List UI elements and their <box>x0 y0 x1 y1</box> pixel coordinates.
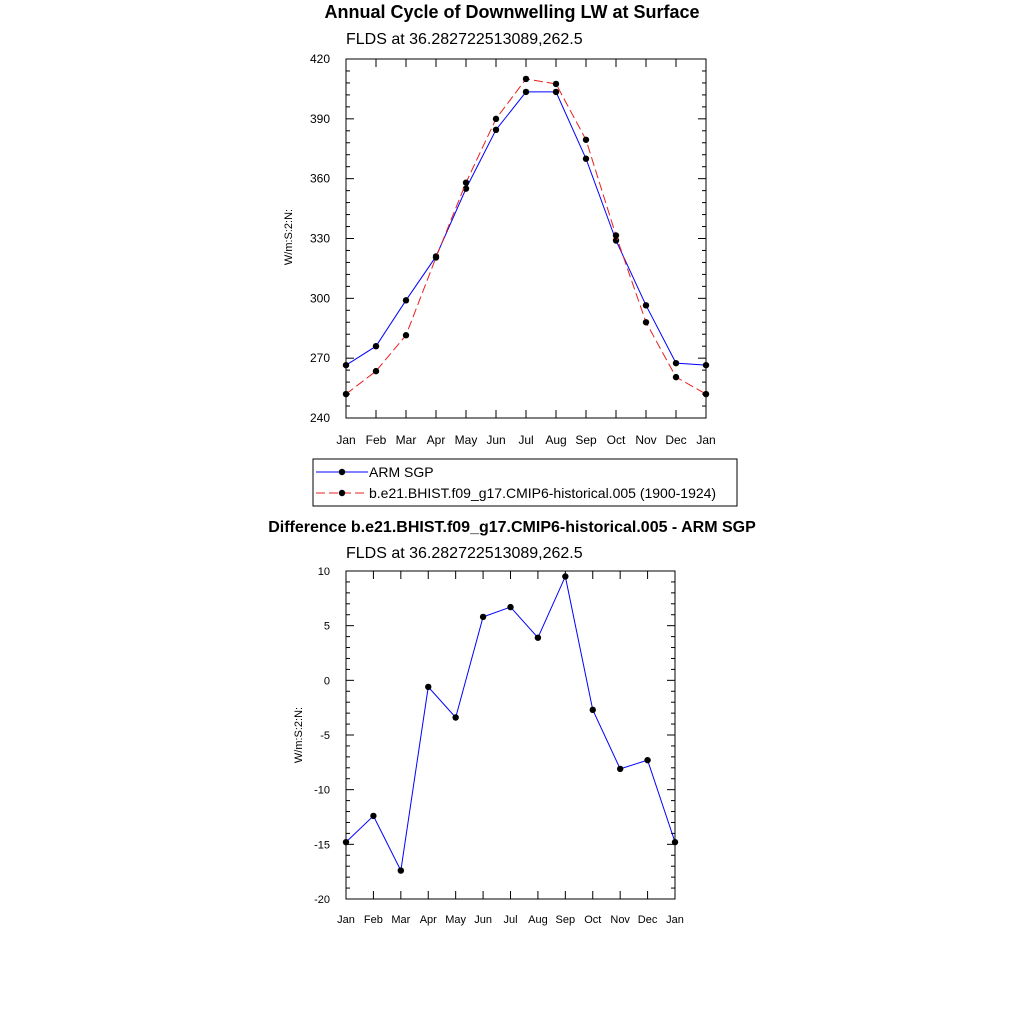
chart1-plot: 240 270 300 330 360 390 420 Jan Feb Mar Apr May Jun J… <box>310 52 716 447</box>
data-point <box>370 812 377 820</box>
x-tick-label: Feb <box>366 433 387 447</box>
y-tick-label: -15 <box>314 839 330 851</box>
data-point <box>342 390 350 398</box>
data-point <box>582 155 590 162</box>
x-tick-label: Jan <box>666 914 684 926</box>
chart1-subtitle: FLDS at 36.282722513089,262.5 <box>346 31 583 48</box>
y-tick-label: 10 <box>318 566 330 578</box>
data-point <box>671 838 679 846</box>
series-line-0 <box>345 91 707 366</box>
plot-frame <box>345 570 676 900</box>
data-point <box>702 390 710 398</box>
data-point <box>616 765 624 773</box>
data-point <box>492 126 500 134</box>
x-tick-label: Jul <box>518 433 533 447</box>
y-tick-label: 0 <box>324 675 330 687</box>
data-point <box>402 332 410 339</box>
data-point <box>582 136 590 143</box>
data-point <box>425 683 432 691</box>
plot-frame <box>345 58 707 419</box>
chart1-title: Annual Cycle of Downwelling LW at Surfac… <box>324 2 700 22</box>
data-point <box>432 254 440 261</box>
x-tick-label: Mar <box>391 914 410 926</box>
x-tick-label: Nov <box>635 433 656 447</box>
y-tick-label: 420 <box>310 52 330 66</box>
chart2-subtitle: FLDS at 36.282722513089,262.5 <box>346 545 583 562</box>
x-tick-label: Nov <box>610 914 630 926</box>
x-tick-label: Aug <box>545 433 566 447</box>
x-tick-label: Jul <box>503 914 517 926</box>
chart1-legend: ARM SGP b.e21.BHIST.f09_g17.CMIP6-histori… <box>312 458 738 507</box>
data-point <box>452 714 459 721</box>
x-tick-label: May <box>445 914 466 926</box>
y-tick-label: -10 <box>314 785 330 797</box>
x-tick-label: Sep <box>556 914 576 926</box>
x-tick-label: Mar <box>396 433 417 447</box>
data-point <box>372 343 380 350</box>
chart2-title: Difference b.e21.BHIST.f09_g17.CMIP6-his… <box>268 519 756 536</box>
data-point <box>552 88 560 96</box>
data-point <box>372 367 380 375</box>
legend-box <box>312 458 738 507</box>
x-tick-label: Feb <box>364 914 383 926</box>
data-point <box>702 361 710 369</box>
x-tick-label: Dec <box>665 433 686 447</box>
y-tick-label: 5 <box>324 621 330 633</box>
data-point <box>402 297 410 304</box>
y-tick-label: -20 <box>314 894 330 906</box>
data-point <box>492 115 500 123</box>
data-point <box>397 867 405 874</box>
data-point <box>644 756 651 764</box>
series-line-1 <box>345 78 707 395</box>
y-tick-label: 270 <box>310 351 330 365</box>
x-tick-label: Jan <box>337 914 355 926</box>
data-point <box>672 373 680 381</box>
y-tick-label: 360 <box>310 172 330 186</box>
data-point <box>672 359 680 367</box>
x-tick-label: Aug <box>528 914 548 926</box>
y-tick-label: 300 <box>310 291 330 305</box>
y-tick-label: 390 <box>310 112 330 126</box>
y-tick-label: 240 <box>310 411 330 425</box>
data-point <box>552 80 560 88</box>
x-tick-label: Apr <box>427 433 446 447</box>
legend-label-0: ARM SGP <box>369 464 434 480</box>
x-tick-label: Oct <box>584 914 601 926</box>
series-line-0 <box>345 574 676 873</box>
chart2-plot: -20 -15 -10 -5 0 5 10 Jan Feb Mar Apr May Jun Jul Aug S… <box>314 566 684 926</box>
y-tick-label: 330 <box>310 232 330 246</box>
x-tick-label: Oct <box>607 433 626 447</box>
x-tick-label: Sep <box>575 433 597 447</box>
data-point <box>642 302 650 309</box>
data-point <box>612 232 620 239</box>
x-tick-label: Dec <box>638 914 658 926</box>
data-point <box>522 75 530 83</box>
x-tick-label: Jan <box>696 433 715 447</box>
data-point <box>342 838 350 846</box>
x-tick-label: Jun <box>474 914 492 926</box>
x-tick-label: May <box>455 433 478 447</box>
data-point <box>562 573 569 580</box>
data-point <box>507 603 514 611</box>
legend-marker-1 <box>338 489 346 497</box>
y-tick-label: -5 <box>320 730 330 742</box>
x-tick-label: Apr <box>420 914 437 926</box>
legend-marker-0 <box>338 468 346 476</box>
data-point <box>589 706 596 714</box>
x-tick-label: Jun <box>486 433 505 447</box>
data-point <box>479 613 487 621</box>
legend-label-1: b.e21.BHIST.f09_g17.CMIP6-historical.005… <box>369 485 716 501</box>
data-point <box>462 185 470 192</box>
data-point <box>534 634 542 641</box>
x-tick-label: Jan <box>336 433 355 447</box>
data-point <box>462 179 470 186</box>
data-point <box>342 361 350 369</box>
data-point <box>642 319 650 326</box>
data-point <box>522 88 530 96</box>
